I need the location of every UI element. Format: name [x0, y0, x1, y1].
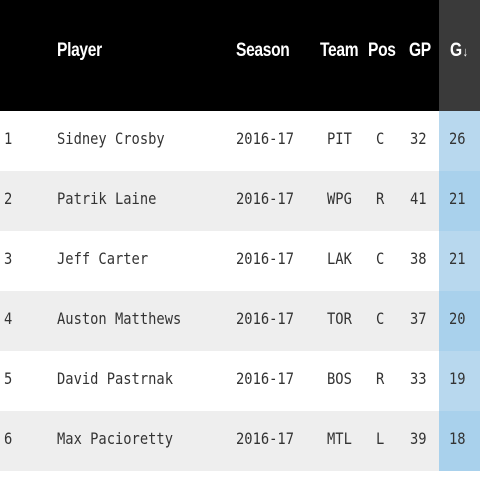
cell-g: 21	[449, 189, 466, 208]
sorted-cell-bg	[439, 351, 480, 411]
cell-gp: 39	[410, 429, 427, 448]
cell-gp: 32	[410, 129, 427, 148]
table-row: 4 Auston Matthews 2016-17 TOR C 37 20	[0, 291, 480, 351]
sorted-cell-bg	[439, 111, 480, 171]
table-row: 1 Sidney Crosby 2016-17 PIT C 32 26	[0, 111, 480, 171]
column-header-g-label: G	[450, 40, 462, 61]
sorted-cell-bg	[439, 171, 480, 231]
cell-g: 20	[449, 309, 466, 328]
cell-player[interactable]: Sidney Crosby	[57, 129, 165, 148]
cell-player[interactable]: Max Pacioretty	[57, 429, 173, 448]
cell-team[interactable]: MTL	[327, 429, 352, 448]
cell-rank: 2	[4, 189, 13, 208]
cell-player[interactable]: Auston Matthews	[57, 309, 182, 328]
cell-season: 2016-17	[236, 369, 294, 388]
sorted-column-header-bg	[439, 0, 480, 111]
cell-player[interactable]: Jeff Carter	[57, 249, 149, 268]
cell-rank: 1	[4, 129, 13, 148]
cell-pos: L	[376, 429, 385, 448]
cell-rank: 4	[4, 309, 13, 328]
table-row: 2 Patrik Laine 2016-17 WPG R 41 21	[0, 171, 480, 231]
table-row: 3 Jeff Carter 2016-17 LAK C 38 21	[0, 231, 480, 291]
cell-team[interactable]: BOS	[327, 369, 352, 388]
table-body: 1 Sidney Crosby 2016-17 PIT C 32 26 2 Pa…	[0, 111, 480, 471]
sorted-cell-bg	[439, 291, 480, 351]
column-header-gp[interactable]: GP	[409, 40, 431, 61]
cell-g: 26	[449, 129, 466, 148]
cell-team[interactable]: WPG	[327, 189, 352, 208]
cell-season: 2016-17	[236, 189, 294, 208]
cell-player[interactable]: Patrik Laine	[57, 189, 157, 208]
cell-season: 2016-17	[236, 309, 294, 328]
cell-gp: 33	[410, 369, 427, 388]
cell-team[interactable]: PIT	[327, 129, 352, 148]
table-header: Player Season Team Pos GP G↓	[0, 0, 480, 111]
cell-team[interactable]: TOR	[327, 309, 352, 328]
cell-player[interactable]: David Pastrnak	[57, 369, 173, 388]
cell-g: 19	[449, 369, 466, 388]
cell-pos: C	[376, 309, 385, 328]
column-header-team[interactable]: Team	[320, 40, 359, 61]
column-header-g[interactable]: G↓	[450, 40, 468, 62]
sorted-cell-bg	[439, 231, 480, 291]
cell-season: 2016-17	[236, 429, 294, 448]
table-row: 5 David Pastrnak 2016-17 BOS R 33 19	[0, 351, 480, 411]
cell-pos: C	[376, 129, 385, 148]
column-header-season[interactable]: Season	[236, 40, 290, 61]
sorted-cell-bg	[439, 411, 480, 471]
cell-gp: 41	[410, 189, 427, 208]
cell-g: 18	[449, 429, 466, 448]
table-row: 6 Max Pacioretty 2016-17 MTL L 39 18	[0, 411, 480, 471]
cell-g: 21	[449, 249, 466, 268]
cell-rank: 3	[4, 249, 13, 268]
column-header-pos[interactable]: Pos	[368, 40, 396, 61]
cell-team[interactable]: LAK	[327, 249, 352, 268]
cell-gp: 37	[410, 309, 427, 328]
cell-pos: R	[376, 369, 385, 388]
sort-descending-icon: ↓	[462, 44, 468, 59]
cell-season: 2016-17	[236, 129, 294, 148]
column-header-player[interactable]: Player	[57, 40, 102, 61]
cell-rank: 5	[4, 369, 13, 388]
cell-pos: C	[376, 249, 385, 268]
cell-season: 2016-17	[236, 249, 294, 268]
page-bottom-margin	[0, 471, 480, 480]
cell-pos: R	[376, 189, 385, 208]
cell-rank: 6	[4, 429, 13, 448]
cell-gp: 38	[410, 249, 427, 268]
